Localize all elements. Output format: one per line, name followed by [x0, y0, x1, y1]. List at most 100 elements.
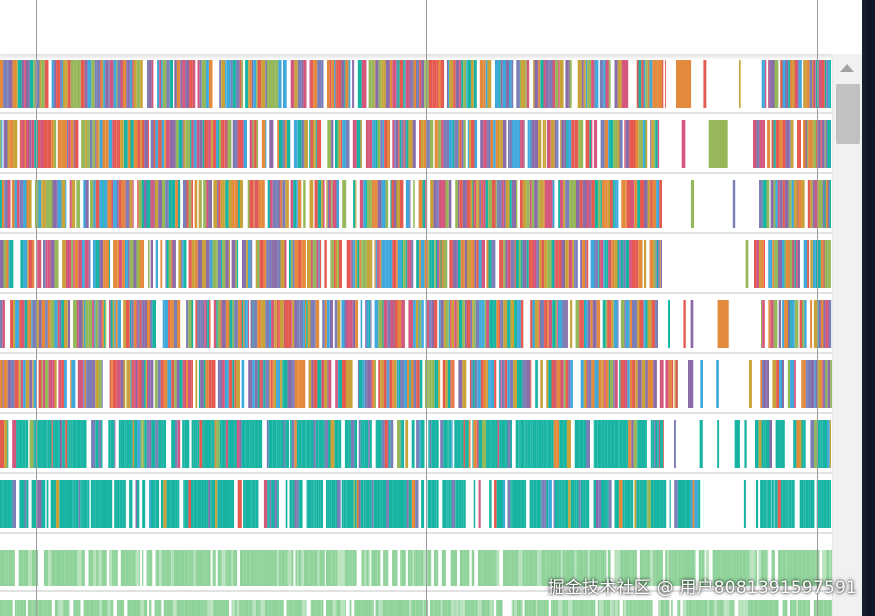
event-bar: [177, 420, 181, 468]
event-bar: [621, 60, 625, 108]
event-bar: [508, 550, 512, 586]
event-bar: [803, 120, 806, 168]
event-bar: [810, 300, 813, 348]
event-bar: [774, 240, 779, 288]
event-bar: [103, 180, 108, 228]
event-bar: [231, 240, 236, 288]
event-bar: [44, 420, 47, 468]
lane-row-6[interactable]: [0, 360, 832, 408]
event-bar: [42, 360, 45, 408]
event-bar: [654, 60, 658, 108]
event-bar: [45, 180, 50, 228]
lane-row-4[interactable]: [0, 240, 831, 288]
event-bar: [109, 60, 114, 108]
event-bar: [125, 300, 130, 348]
event-bar: [758, 550, 762, 586]
event-bar: [574, 420, 579, 468]
event-bar: [481, 180, 484, 228]
event-bar: [359, 360, 361, 408]
event-bar: [222, 480, 224, 528]
event-bar: [534, 180, 538, 228]
scroll-thumb[interactable]: [836, 84, 860, 144]
timeline-lanes[interactable]: [0, 54, 832, 616]
scroll-up-arrow-icon[interactable]: [840, 64, 854, 72]
event-bar: [41, 300, 46, 348]
event-bar: [124, 420, 127, 468]
event-bar: [77, 300, 79, 348]
event-bar: [172, 240, 176, 288]
event-bar: [149, 480, 151, 528]
event-bar: [262, 600, 265, 616]
event-bar: [410, 360, 414, 408]
event-bar: [147, 300, 150, 348]
lane-row-10[interactable]: [0, 600, 832, 616]
event-bar: [592, 300, 597, 348]
event-bar: [359, 240, 362, 288]
event-bar: [239, 180, 243, 228]
event-bar: [392, 60, 397, 108]
event-bar: [68, 120, 71, 168]
lane-row-1[interactable]: [0, 60, 831, 108]
event-bar: [252, 120, 255, 168]
event-bar: [331, 180, 333, 228]
lane-row-7[interactable]: [0, 420, 831, 468]
lane-row-5[interactable]: [0, 300, 832, 348]
event-bar: [790, 300, 795, 348]
event-bar: [663, 420, 664, 468]
event-bar: [481, 600, 484, 616]
event-bar: [219, 60, 222, 108]
event-bar: [65, 600, 69, 616]
event-bar: [175, 550, 178, 586]
event-bar: [826, 550, 830, 586]
event-bar: [115, 550, 118, 586]
event-bar: [572, 180, 576, 228]
event-bar: [472, 360, 475, 408]
vertical-scrollbar[interactable]: [832, 54, 863, 616]
event-bar: [397, 480, 400, 528]
event-bar: [572, 550, 575, 586]
event-bar: [301, 550, 304, 586]
event-bar: [166, 480, 171, 528]
event-bar: [562, 480, 565, 528]
event-bar: [33, 360, 37, 408]
event-bar: [426, 120, 430, 168]
event-bar: [578, 480, 581, 528]
event-bar: [489, 300, 494, 348]
event-bar: [798, 60, 802, 108]
lane-row-2[interactable]: [0, 120, 831, 168]
event-bar: [141, 360, 144, 408]
event-bar: [540, 60, 544, 108]
event-bar: [136, 60, 141, 108]
event-bar: [377, 420, 382, 468]
lane-row-3[interactable]: [0, 180, 831, 228]
event-bar: [541, 240, 545, 288]
event-bar: [621, 180, 626, 228]
event-bar: [59, 480, 63, 528]
event-bar: [732, 180, 736, 228]
event-bar: [812, 240, 816, 288]
event-bar: [763, 240, 765, 288]
event-bar: [95, 120, 97, 168]
event-bar: [543, 180, 545, 228]
event-bar: [561, 480, 563, 528]
event-bar: [173, 120, 176, 168]
event-bar: [73, 300, 77, 348]
event-bar: [430, 600, 434, 616]
event-bar: [447, 420, 449, 468]
event-bar: [509, 360, 514, 408]
lane-row-9[interactable]: [0, 550, 832, 586]
event-bar: [170, 480, 174, 528]
event-bar: [195, 550, 198, 586]
event-bar: [211, 360, 216, 408]
event-bar: [310, 300, 315, 348]
event-bar: [337, 240, 339, 288]
event-bar: [380, 120, 383, 168]
event-bar: [701, 550, 705, 586]
event-bar: [614, 180, 617, 228]
event-bar: [607, 550, 611, 586]
event-bar: [99, 120, 103, 168]
event-bar: [553, 420, 557, 468]
event-bar: [242, 600, 245, 616]
lane-row-8[interactable]: [0, 480, 831, 528]
event-bar: [533, 60, 535, 108]
